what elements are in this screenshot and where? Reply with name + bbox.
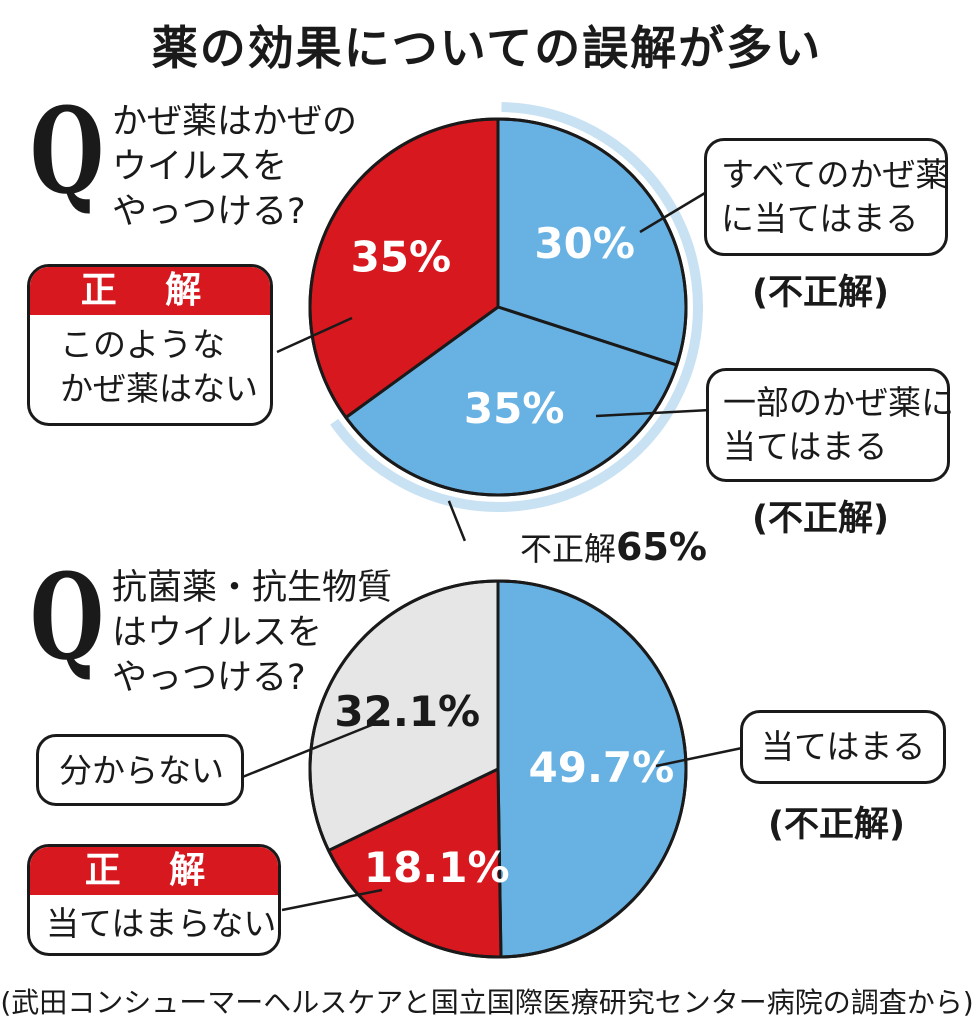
pie1-pointer-none — [276, 316, 353, 354]
q-mark-2: Q — [30, 547, 105, 686]
pie2-pointer-unknown — [239, 718, 385, 780]
pie1-pointer-some-apply — [595, 408, 711, 418]
incorrect-total-pointer — [447, 500, 467, 542]
bubble-q1-some-apply: 一部のかぜ薬に 当てはまる — [706, 368, 954, 482]
pie2-value-label-applies: 49.7% — [529, 743, 675, 792]
incorrect-total-label: 不正解65% — [520, 525, 707, 569]
answer-text-q1: このような かぜ薬はない — [60, 325, 258, 408]
verdict-q2-applies: (不正解) — [768, 805, 905, 845]
correct-answer-header-q1: 正 解 — [30, 267, 270, 315]
answer-box-q1: 正 解 このような かぜ薬はない — [27, 264, 273, 426]
pie2-outline — [308, 579, 688, 959]
pie1-value-label-some-apply: 35% — [464, 384, 565, 433]
incorrect-total-ring — [330, 102, 703, 512]
pie2-value-label-unknown: 32.1% — [334, 687, 480, 736]
pie1-pointer-all-apply — [639, 188, 711, 234]
answer-text-q2: 当てはまらない — [46, 904, 277, 943]
source-note: (武田コンシューマーヘルスケアと国立国際医療研究センター病院の調査から) — [0, 986, 974, 1019]
pie1-value-label-all-apply: 30% — [534, 219, 635, 268]
pie2-value-label-not-applies: 18.1% — [364, 843, 510, 892]
verdict-q1-some-apply: (不正解) — [752, 499, 889, 539]
question-2-text: 抗菌薬・抗生物質 はウイルスを やっつける? — [112, 568, 393, 698]
bubble-q2-applies: 当てはまる — [740, 710, 946, 784]
bubble-q2-unknown: 分からない — [36, 734, 244, 806]
answer-box-q2: 正 解 当てはまらない — [27, 844, 281, 956]
q-mark-1: Q — [30, 81, 105, 220]
pie1-value-label-none: 35% — [351, 232, 452, 281]
verdict-q1-all-apply: (不正解) — [752, 273, 889, 313]
pie2-pointer-not-applies — [281, 888, 383, 912]
pie1-outline — [308, 117, 688, 497]
question-1-text: かぜ薬はかぜの ウイルスを やっつける? — [112, 102, 358, 232]
chart-title: 薬の効果についての誤解が多い — [151, 21, 823, 75]
incorrect-total-value: 65% — [616, 525, 707, 569]
correct-answer-header-q2: 正 解 — [30, 847, 278, 895]
bubble-q1-all-apply: すべてのかぜ薬 に当てはまる — [704, 138, 948, 256]
pie2-pointer-applies — [655, 746, 743, 768]
